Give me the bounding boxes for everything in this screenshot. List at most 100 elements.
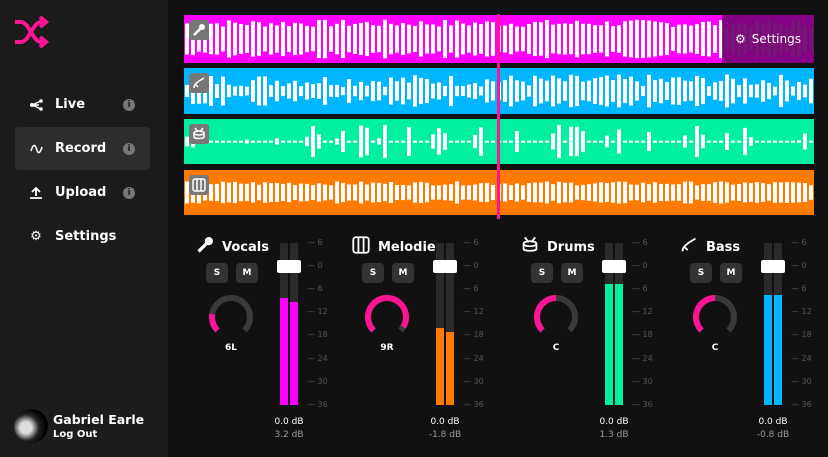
waveform-bar <box>461 185 465 200</box>
waveform-bar <box>557 23 561 55</box>
waveform-bar <box>479 183 483 202</box>
waveform-bar <box>617 181 621 204</box>
waveform-bar <box>611 80 615 102</box>
waveform-bar <box>461 23 465 55</box>
waveform-bar <box>275 183 279 202</box>
volume-fader[interactable] <box>761 260 785 273</box>
waveform-bar <box>263 182 267 203</box>
waveform-bar <box>509 23 513 55</box>
waveform-bar <box>563 140 567 143</box>
waveform-bar <box>419 181 423 204</box>
mute-button[interactable]: M <box>392 263 414 283</box>
waveform-bar <box>365 22 369 56</box>
waveform-bar <box>473 134 477 149</box>
info-icon[interactable]: i <box>123 98 135 111</box>
peak-db: -1.8 dB <box>428 430 462 440</box>
pan-knob[interactable] <box>364 294 410 340</box>
sidebar-item-upload[interactable]: Upload i <box>15 171 150 214</box>
waveform <box>185 124 813 159</box>
waveform-bar <box>521 185 525 200</box>
solo-button[interactable]: S <box>206 263 228 283</box>
level-meter-right <box>446 243 454 405</box>
waveform-bar <box>251 80 255 102</box>
waveform-bar <box>749 137 753 146</box>
sidebar-item-settings[interactable]: ⚙ Settings <box>15 215 150 258</box>
waveform-bar <box>761 183 765 202</box>
channel-bass: Bass S M C — 6 — 0 — 6 — 12 — 18 — 24 — 30 — 36… <box>680 236 828 446</box>
info-icon[interactable]: i <box>123 186 135 199</box>
waveform-bar <box>539 22 543 56</box>
waveform-bar <box>293 80 297 102</box>
waveform-bar <box>389 182 393 203</box>
track-settings-button[interactable]: ⚙ Settings <box>722 15 814 63</box>
waveform-bar <box>641 182 645 203</box>
pan-knob[interactable] <box>533 294 579 340</box>
waveform-bar <box>437 82 441 100</box>
channel-name: Vocals <box>222 239 269 255</box>
info-icon[interactable]: i <box>123 142 135 155</box>
sidebar-item-record[interactable]: Record i <box>15 127 150 170</box>
solo-button[interactable]: S <box>362 263 384 283</box>
sidebar-item-label: Live <box>55 97 86 112</box>
scale-tick: — 30 <box>463 376 484 386</box>
solo-button[interactable]: S <box>690 263 712 283</box>
shuffle-logo-icon[interactable] <box>13 15 50 52</box>
waveform-bar <box>743 127 747 156</box>
mute-button[interactable]: M <box>236 263 258 283</box>
scale-tick: — 36 <box>463 399 484 409</box>
waveform-bar <box>539 182 543 203</box>
waveform-bar <box>695 75 699 107</box>
logout-link[interactable]: Log Out <box>53 429 98 440</box>
waveform-bar <box>695 185 699 200</box>
waveform-bar <box>377 182 381 203</box>
waveform-bar <box>503 25 507 53</box>
scale-tick: — 18 <box>463 330 484 340</box>
waveform-bar <box>743 78 747 104</box>
waveform-bar <box>653 21 657 57</box>
waveform-bar <box>383 183 387 202</box>
waveform-bar <box>407 82 411 100</box>
waveform-bar <box>569 23 573 55</box>
waveform-bar <box>599 182 603 203</box>
pan-knob[interactable] <box>208 294 254 340</box>
waveform-bar <box>425 78 429 104</box>
waveform-bar <box>299 140 303 143</box>
volume-fader[interactable] <box>277 260 301 273</box>
waveform-bar <box>239 183 243 202</box>
solo-button[interactable]: S <box>531 263 553 283</box>
waveform-bar <box>401 184 405 201</box>
waveform-bar <box>653 140 657 143</box>
waveform-bar <box>605 183 609 202</box>
waveform-bar <box>281 22 285 56</box>
waveform-bar <box>641 20 645 58</box>
waveform-bar <box>431 83 435 99</box>
waveform-bar <box>545 140 549 143</box>
mute-button[interactable]: M <box>720 263 742 283</box>
waveform-bar <box>527 85 531 97</box>
volume-fader[interactable] <box>433 260 457 273</box>
waveform-bar <box>539 78 543 104</box>
waveform-bar <box>425 182 429 203</box>
mute-button[interactable]: M <box>561 263 583 283</box>
waveform-bar <box>383 86 387 96</box>
waveform-bar <box>257 76 261 106</box>
waveform-bar <box>671 77 675 105</box>
sidebar-item-live[interactable]: Live i <box>15 83 150 126</box>
volume-fader[interactable] <box>602 260 626 273</box>
pan-knob[interactable] <box>692 294 738 340</box>
waveform-bar <box>437 128 441 155</box>
waveform-bar <box>251 140 255 143</box>
waveform-bar <box>635 140 639 143</box>
drum-icon <box>521 236 539 258</box>
waveform-bar <box>461 140 465 143</box>
waveform-bar <box>623 78 627 104</box>
user-name: Gabriel Earle <box>53 412 145 427</box>
gear-icon: ⚙ <box>735 32 746 46</box>
avatar[interactable] <box>14 409 48 443</box>
playhead[interactable] <box>497 14 500 219</box>
waveform-bar <box>341 86 345 96</box>
waveform-bar <box>641 140 645 143</box>
waveform-bar <box>647 20 651 58</box>
waveform-bar <box>335 84 339 98</box>
waveform-bar <box>677 140 681 143</box>
